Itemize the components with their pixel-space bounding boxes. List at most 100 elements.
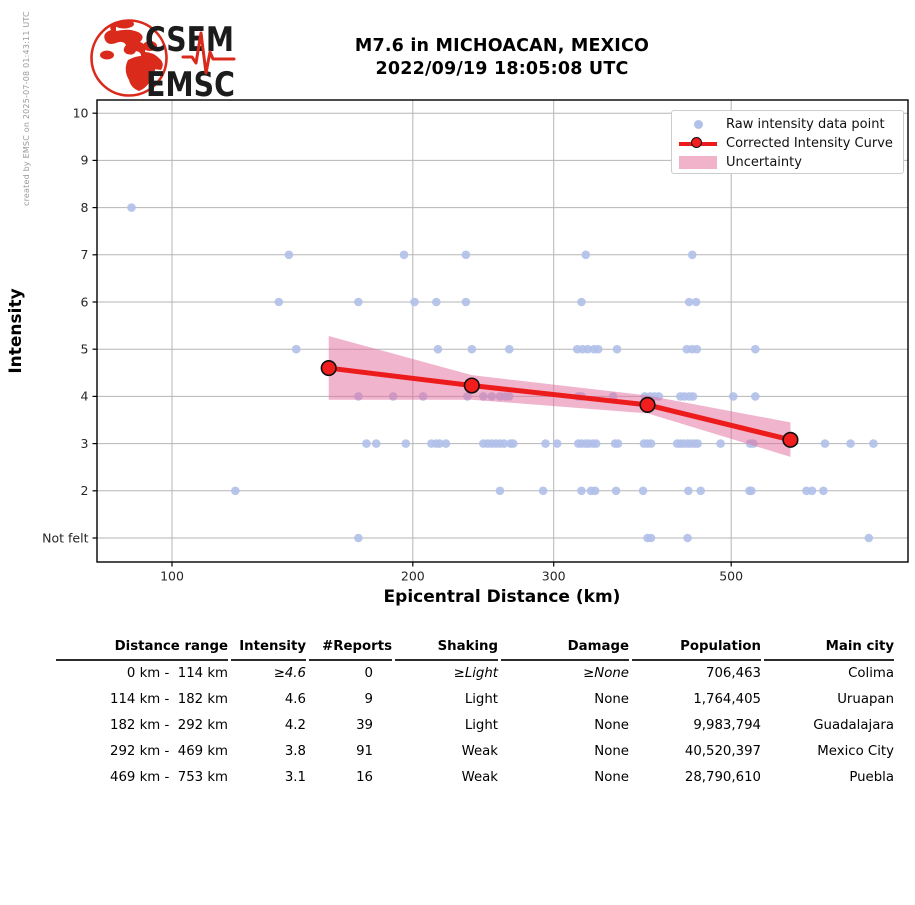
table-cell: Guadalajara [813, 718, 894, 733]
chart-title: M7.6 in MICHOACAN, MEXICO 2022/09/19 18:… [282, 35, 722, 80]
raw-intensity-point [461, 250, 471, 260]
raw-intensity-point [401, 439, 411, 448]
raw-intensity-point [577, 297, 586, 307]
raw-intensity-point [864, 533, 874, 543]
table-cell: 469 km - 753 km [110, 770, 228, 785]
y-tick-label: 4 [81, 389, 89, 404]
curve-swatch-icon [677, 136, 719, 148]
table-header-row: Distance range Intensity #Reports Shaking Da… [56, 636, 894, 661]
raw-intensity-point [508, 439, 518, 448]
x-tick-label: 200 [401, 569, 425, 584]
x-tick-label: 100 [160, 569, 184, 584]
logo-emsc-text: EMSC [146, 65, 235, 105]
legend-label: Corrected Intensity Curve [726, 136, 893, 151]
y-tick-label: 7 [81, 247, 89, 262]
raw-point-swatch-icon [677, 120, 719, 129]
globe-icon [90, 19, 168, 97]
legend-item-raw-point: Raw intensity data point [677, 115, 903, 134]
raw-intensity-point [751, 344, 760, 354]
x-axis-title: Epicentral Distance (km) [384, 587, 621, 607]
raw-intensity-point [687, 250, 697, 260]
raw-intensity-point [538, 486, 548, 496]
column-header: Intensity [231, 636, 306, 661]
raw-intensity-point [495, 486, 505, 496]
table-cell: Light [464, 718, 498, 733]
table-cell: ≥Light [453, 666, 498, 681]
table-cell: None [594, 770, 629, 785]
raw-intensity-point [127, 203, 136, 212]
plot-frame [96, 99, 909, 563]
legend-item-corrected-curve: Corrected Intensity Curve [677, 134, 903, 153]
x-tick-label: 300 [542, 569, 566, 584]
intensity-distance-chart: 100 200 300 500 10 9 8 7 6 5 4 3 2 Not felt Epicentral… [6, 99, 909, 607]
table-row: 469 km - 753 km 3.1 16 Weak None 28,790,610 Pu… [56, 765, 894, 791]
curve-marker [782, 431, 799, 448]
y-tick-label: Not felt [42, 530, 88, 545]
raw-intensity-point [435, 439, 444, 448]
table-cell: ≥None [583, 666, 629, 681]
seismogram-icon [181, 31, 236, 75]
raw-intensity-point [461, 297, 471, 307]
raw-intensity-point [751, 392, 760, 401]
raw-intensity-point [284, 250, 294, 260]
raw-intensity-point [684, 486, 693, 496]
raw-intensity-point [807, 486, 817, 496]
table-cell: ≥4.6 [273, 666, 306, 681]
raw-intensity-point [820, 439, 830, 448]
y-tick-label: 10 [73, 106, 89, 121]
raw-intensity-point [410, 297, 419, 307]
raw-intensity-point [371, 439, 381, 448]
raw-intensity-point [577, 486, 586, 496]
chart-legend: Raw intensity data point Corrected Inten… [671, 110, 904, 174]
table-cell: 0 [364, 666, 373, 681]
column-header: Population [632, 636, 761, 661]
table-cell: 706,463 [706, 666, 761, 681]
y-axis-title: Intensity [6, 288, 26, 373]
table-cell: None [594, 718, 629, 733]
raw-intensity-point [399, 250, 409, 260]
table-cell: 292 km - 469 km [110, 744, 228, 759]
raw-intensity-point [716, 439, 725, 448]
raw-intensity-point [869, 439, 878, 448]
legend-label: Uncertainty [726, 155, 802, 170]
y-tick-label: 3 [81, 436, 89, 451]
x-tick-label: 500 [719, 569, 743, 584]
table-cell: Mexico City [817, 744, 894, 759]
table-cell: 114 km - 182 km [110, 692, 228, 707]
raw-intensity-point [646, 439, 656, 448]
logo-csem-text: CSEM [145, 20, 234, 60]
raw-intensity-point [611, 486, 621, 496]
table-cell: 39 [356, 718, 373, 733]
raw-intensity-point [692, 344, 702, 354]
raw-intensity-point [231, 486, 240, 496]
table-cell: 3.8 [284, 744, 306, 759]
event-datetime: 2022/09/19 18:05:08 UTC [375, 58, 629, 79]
created-by-text: created by EMSC on 2025-07-08 01:43:11 U… [22, 11, 31, 206]
table-row: 182 km - 292 km 4.2 39 Light None 9,983,794 Gu… [56, 713, 894, 739]
raw-intensity-point [432, 297, 441, 307]
table-cell: Weak [461, 770, 498, 785]
y-tick-label: 5 [81, 342, 89, 357]
table-cell: Light [464, 692, 498, 707]
raw-intensity-point [354, 533, 363, 543]
csem-emsc-logo: CSEM EMSC [86, 8, 238, 108]
legend-item-uncertainty: Uncertainty [677, 153, 903, 172]
table-cell: 182 km - 292 km [110, 718, 228, 733]
corrected-intensity-curve [326, 365, 793, 443]
raw-intensity-point [684, 297, 694, 307]
raw-intensity-point [583, 344, 593, 354]
y-tick-label: 2 [81, 483, 89, 498]
table-cell: 0 km - 114 km [126, 666, 228, 681]
column-header: Distance range [56, 636, 228, 661]
table-cell: Weak [461, 744, 498, 759]
table-cell: 9,983,794 [693, 718, 761, 733]
table-cell: Puebla [849, 770, 894, 785]
raw-intensity-point [688, 392, 698, 401]
table-cell: 40,520,397 [684, 744, 761, 759]
raw-intensity-point [441, 439, 451, 448]
raw-intensity-point [693, 439, 702, 448]
curve-marker [639, 396, 656, 413]
raw-intensity-point [581, 250, 591, 260]
table-cell: 4.2 [284, 718, 306, 733]
